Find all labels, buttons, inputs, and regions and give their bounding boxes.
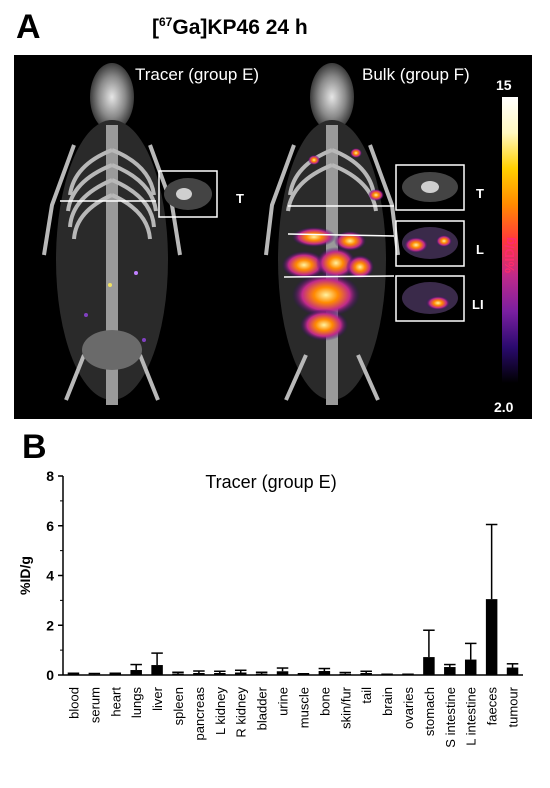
y-tick-label: 0 <box>46 667 54 683</box>
tracer-inset-label: T <box>236 191 244 206</box>
bulk-inset-label-t: T <box>476 186 484 201</box>
x-tick-label: ovaries <box>401 687 416 729</box>
x-tick-label: L intestine <box>464 687 479 746</box>
x-tick-label: muscle <box>296 687 311 728</box>
bar <box>276 671 289 675</box>
tracer-image-label: Tracer (group E) <box>135 65 259 84</box>
bar <box>464 659 477 675</box>
panel-b-label: B <box>22 428 47 466</box>
colorbar-unit-label: %ID/g <box>502 237 517 273</box>
panel-a-label: A <box>16 8 41 46</box>
x-tick-label: lungs <box>129 687 144 719</box>
x-tick-label: tumour <box>506 686 521 727</box>
bulk-inset-box-li <box>395 275 465 322</box>
bar <box>130 670 142 675</box>
bar <box>360 673 372 675</box>
bulk-slice-line-li <box>283 275 395 278</box>
bar <box>193 673 205 675</box>
bar <box>214 673 226 675</box>
y-tick-label: 4 <box>46 568 54 584</box>
x-tick-label: heart <box>108 687 123 717</box>
colorbar-max-label: 15 <box>496 77 512 93</box>
bar <box>109 674 122 676</box>
x-tick-label: spleen <box>171 687 186 725</box>
bar <box>444 667 456 675</box>
bar <box>88 674 101 676</box>
y-tick-label: 8 <box>46 468 54 484</box>
bar <box>172 673 184 675</box>
y-axis-label: %ID/g <box>17 556 33 595</box>
bulk-image-label: Bulk (group F) <box>362 65 470 84</box>
bulk-mouse-image <box>264 63 400 405</box>
bulk-inset-label-li: LI <box>472 297 484 312</box>
tracer-inset-box <box>158 170 218 218</box>
x-tick-label: skin/fur <box>338 686 353 729</box>
colorbar <box>502 97 518 383</box>
panel-a-title: [67Ga]KP46 24 h <box>152 15 308 39</box>
bar <box>423 657 435 675</box>
x-tick-label: brain <box>380 687 395 716</box>
y-tick-label: 2 <box>46 617 54 633</box>
bar <box>151 665 163 675</box>
bar <box>234 672 247 675</box>
bar <box>255 673 268 675</box>
bar <box>297 674 310 676</box>
x-tick-label: liver <box>150 686 165 711</box>
x-tick-label: stomach <box>422 687 437 736</box>
bulk-slice-line-l <box>287 233 395 237</box>
x-tick-label: R kidney <box>234 687 249 738</box>
biodistribution-bar-chart: 0 2 4 6 8 %ID/g Tracer (group E) blood serum hear… <box>17 468 523 748</box>
x-tick-label: L kidney <box>213 687 228 735</box>
x-tick-label: bone <box>317 687 332 716</box>
x-tick-label: blood <box>66 687 81 719</box>
x-tick-label: faeces <box>485 687 500 726</box>
colorbar-min-label: 2.0 <box>494 399 514 415</box>
tracer-mouse-image <box>42 63 182 405</box>
x-tick-label: tail <box>359 687 374 704</box>
bulk-inset-label-l: L <box>476 242 484 257</box>
x-tick-label: S intestine <box>443 687 458 748</box>
x-tick-label: serum <box>87 687 102 723</box>
bulk-inset-box-l <box>395 220 465 267</box>
spect-ct-image-panel: T Tracer (group E) <box>14 55 532 419</box>
bar <box>318 671 331 675</box>
x-tick-label: pancreas <box>192 687 207 741</box>
x-tick-label: urine <box>276 687 291 716</box>
x-tick-label: bladder <box>255 686 270 730</box>
y-tick-label: 6 <box>46 518 54 534</box>
bar <box>67 674 80 676</box>
bar <box>485 599 498 675</box>
bar <box>339 673 352 675</box>
bulk-inset-box-t <box>395 164 465 211</box>
bar <box>506 667 519 675</box>
chart-title: Tracer (group E) <box>205 472 336 492</box>
